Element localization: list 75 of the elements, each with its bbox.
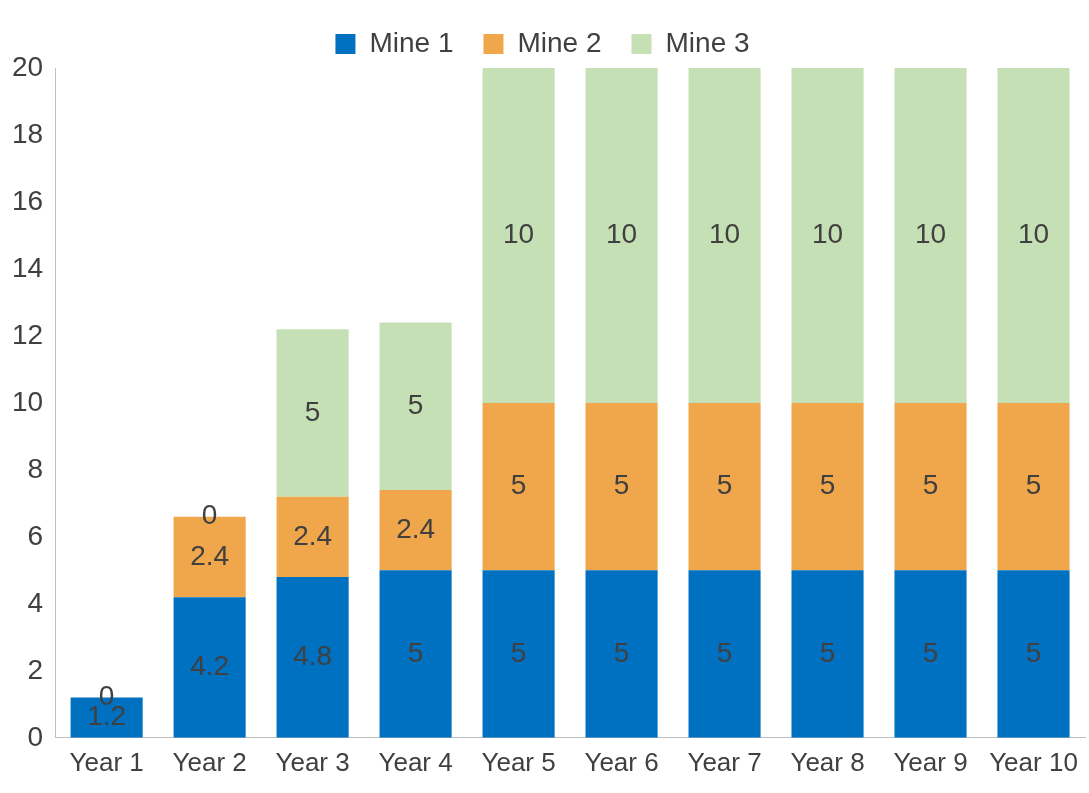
y-tick-label: 8 <box>27 452 44 484</box>
data-label: 5 <box>716 469 733 501</box>
bar <box>482 402 555 571</box>
data-label: 10 <box>1017 218 1050 250</box>
bar <box>379 489 452 571</box>
bar <box>997 570 1070 738</box>
bar <box>688 570 761 738</box>
data-label: 4.2 <box>190 650 230 682</box>
bar <box>894 68 967 403</box>
data-label: 2.4 <box>190 539 230 571</box>
x-tick-label: Year 7 <box>687 746 762 777</box>
legend-label: Mine 2 <box>517 26 602 58</box>
y-tick-label: 20 <box>11 50 44 82</box>
data-label: 5 <box>407 388 424 420</box>
bar <box>688 402 761 571</box>
data-label: 5 <box>922 469 939 501</box>
bar <box>379 570 452 738</box>
bar <box>791 570 864 738</box>
bar <box>997 402 1070 571</box>
x-tick-label: Year 2 <box>172 746 247 777</box>
data-label: 2.4 <box>293 519 333 551</box>
y-tick-label: 4 <box>27 586 44 618</box>
bar <box>585 68 658 403</box>
bar <box>276 329 349 497</box>
legend-label: Mine 1 <box>369 26 454 58</box>
data-label: 5 <box>613 469 630 501</box>
y-tick-label: 10 <box>11 385 44 417</box>
data-label: 5 <box>510 469 527 501</box>
x-tick-label: Year 4 <box>378 746 453 777</box>
bar <box>173 597 246 738</box>
data-label: 5 <box>1025 636 1042 668</box>
data-label: 5 <box>1025 469 1042 501</box>
data-label: 10 <box>708 218 741 250</box>
x-tick-label: Year 8 <box>790 746 865 777</box>
y-tick-label: 0 <box>27 720 44 752</box>
x-tick-label: Year 9 <box>893 746 968 777</box>
bar <box>791 68 864 403</box>
data-label: 10 <box>914 218 947 250</box>
bar <box>276 577 349 738</box>
y-tick-label: 2 <box>27 653 44 685</box>
bar <box>482 570 555 738</box>
bar <box>894 402 967 571</box>
data-label: 10 <box>605 218 638 250</box>
data-label: 4.8 <box>293 640 333 672</box>
data-label: 2.4 <box>396 512 436 544</box>
bar <box>585 402 658 571</box>
bar <box>379 322 452 490</box>
bar <box>276 496 349 578</box>
bar <box>894 570 967 738</box>
data-label: 5 <box>304 395 321 427</box>
data-label: 5 <box>819 469 836 501</box>
y-tick-label: 16 <box>11 184 44 216</box>
x-tick-label: Year 5 <box>481 746 556 777</box>
data-label: 5 <box>922 636 939 668</box>
y-tick-label: 18 <box>11 117 44 149</box>
data-label: 5 <box>716 636 733 668</box>
bar <box>482 68 555 403</box>
data-label: 5 <box>613 636 630 668</box>
bar <box>688 68 761 403</box>
bar <box>791 402 864 571</box>
y-tick-label: 14 <box>11 251 44 283</box>
x-tick-label: Year 6 <box>584 746 659 777</box>
legend-label: Mine 3 <box>665 26 750 58</box>
x-tick-label: Year 1 <box>69 746 144 777</box>
bar <box>585 570 658 738</box>
data-label: 5 <box>407 636 424 668</box>
x-tick-label: Year 10 <box>989 746 1078 777</box>
data-label: 5 <box>819 636 836 668</box>
y-tick-label: 12 <box>11 318 44 350</box>
data-label: 10 <box>503 218 535 250</box>
data-label: 10 <box>811 218 844 250</box>
y-tick-label: 6 <box>27 519 44 551</box>
data-label: 5 <box>510 636 527 668</box>
bar <box>997 68 1070 403</box>
x-tick-label: Year 3 <box>275 746 350 777</box>
